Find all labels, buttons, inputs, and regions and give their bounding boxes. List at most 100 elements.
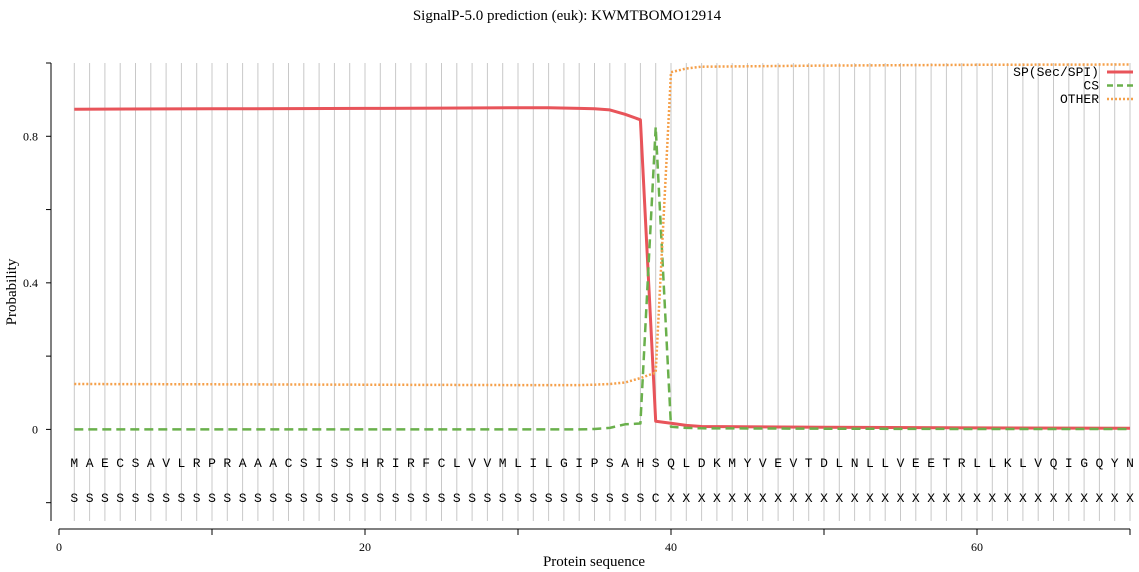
- annotation-label: S: [177, 491, 185, 506]
- residue-label: M: [728, 456, 736, 471]
- residue-label: A: [621, 456, 629, 471]
- annotation-label: S: [529, 491, 537, 506]
- annotation-label: X: [1034, 491, 1042, 506]
- annotation-label: X: [1004, 491, 1012, 506]
- residue-label: D: [698, 456, 706, 471]
- annotation-label: X: [912, 491, 920, 506]
- annotation-label: X: [759, 491, 767, 506]
- residue-label: Q: [667, 456, 675, 471]
- annotation-label: X: [988, 491, 996, 506]
- annotation-label: S: [346, 491, 354, 506]
- annotation-label: S: [575, 491, 583, 506]
- residue-label: D: [820, 456, 828, 471]
- residue-label: L: [177, 456, 185, 471]
- residue-label: E: [774, 456, 782, 471]
- annotation-label: X: [682, 491, 690, 506]
- legend-label: OTHER: [1060, 92, 1099, 107]
- residue-label: R: [193, 456, 201, 471]
- annotation-label: S: [483, 491, 491, 506]
- annotation-label: S: [499, 491, 507, 506]
- y-tick-label: 0.8: [23, 129, 38, 143]
- residue-label: G: [560, 456, 568, 471]
- residue-label: L: [545, 456, 553, 471]
- annotation-label: S: [591, 491, 599, 506]
- annotation-label: S: [101, 491, 109, 506]
- x-axis-label: Protein sequence: [543, 554, 645, 570]
- residue-label: Y: [744, 456, 752, 471]
- annotation-label: X: [1065, 491, 1073, 506]
- annotation-label: S: [116, 491, 124, 506]
- residue-label: P: [591, 456, 599, 471]
- annotation-label: S: [361, 491, 369, 506]
- residue-label: S: [652, 456, 660, 471]
- annotation-label: S: [86, 491, 94, 506]
- annotation-label: S: [621, 491, 629, 506]
- residue-label: A: [239, 456, 247, 471]
- residue-label: R: [407, 456, 415, 471]
- residue-label: Q: [1095, 456, 1103, 471]
- residue-label: N: [1126, 456, 1134, 471]
- annotation-label: S: [606, 491, 614, 506]
- legend-label: CS: [1083, 79, 1099, 94]
- annotation-label: S: [407, 491, 415, 506]
- residue-label: A: [147, 456, 155, 471]
- residue-label: P: [208, 456, 216, 471]
- annotation-label: X: [1050, 491, 1058, 506]
- annotation-label: S: [223, 491, 231, 506]
- residue-label: S: [300, 456, 308, 471]
- annotation-label: C: [652, 491, 660, 506]
- annotation-label: X: [789, 491, 797, 506]
- residue-label: L: [514, 456, 522, 471]
- annotation-label: S: [392, 491, 400, 506]
- residue-label: I: [392, 456, 400, 471]
- residue-label: T: [942, 456, 950, 471]
- residue-label: E: [101, 456, 109, 471]
- residue-label: M: [70, 456, 78, 471]
- x-tick-label: 0: [56, 540, 62, 554]
- residue-label: C: [116, 456, 124, 471]
- residue-label: I: [529, 456, 537, 471]
- residue-label: I: [1065, 456, 1073, 471]
- residue-label: T: [805, 456, 813, 471]
- annotation-label: X: [1111, 491, 1119, 506]
- residue-label: N: [851, 456, 859, 471]
- residue-label: R: [223, 456, 231, 471]
- residue-label: V: [162, 456, 170, 471]
- x-tick-label: 60: [971, 540, 983, 554]
- residue-label: V: [897, 456, 905, 471]
- annotation-label: S: [285, 491, 293, 506]
- annotation-label: X: [820, 491, 828, 506]
- y-tick-label: 0: [32, 422, 38, 436]
- annotation-label: X: [1080, 491, 1088, 506]
- annotation-label: X: [881, 491, 889, 506]
- annotation-label: S: [269, 491, 277, 506]
- series-line-other: [74, 63, 1131, 387]
- annotation-label: X: [744, 491, 752, 506]
- x-tick-label: 40: [665, 540, 677, 554]
- residue-label: A: [254, 456, 262, 471]
- residue-label: E: [912, 456, 920, 471]
- residue-label: I: [575, 456, 583, 471]
- y-tick-label: 0.4: [23, 276, 38, 290]
- annotation-label: S: [438, 491, 446, 506]
- annotation-label: S: [300, 491, 308, 506]
- annotation-label: X: [774, 491, 782, 506]
- x-tick-label: 20: [359, 540, 371, 554]
- residue-label: S: [330, 456, 338, 471]
- residue-label: S: [346, 456, 354, 471]
- legend-label: SP(Sec/SPI): [1013, 65, 1099, 80]
- y-axis-label: Probability: [4, 258, 20, 325]
- annotation-label: X: [698, 491, 706, 506]
- residue-label: V: [759, 456, 767, 471]
- residue-label: A: [86, 456, 94, 471]
- residue-label: L: [1019, 456, 1027, 471]
- annotation-label: S: [330, 491, 338, 506]
- annotation-label: S: [422, 491, 430, 506]
- annotation-label: S: [132, 491, 140, 506]
- residue-label: L: [453, 456, 461, 471]
- annotation-label: S: [453, 491, 461, 506]
- grid-lines: [73, 63, 1131, 521]
